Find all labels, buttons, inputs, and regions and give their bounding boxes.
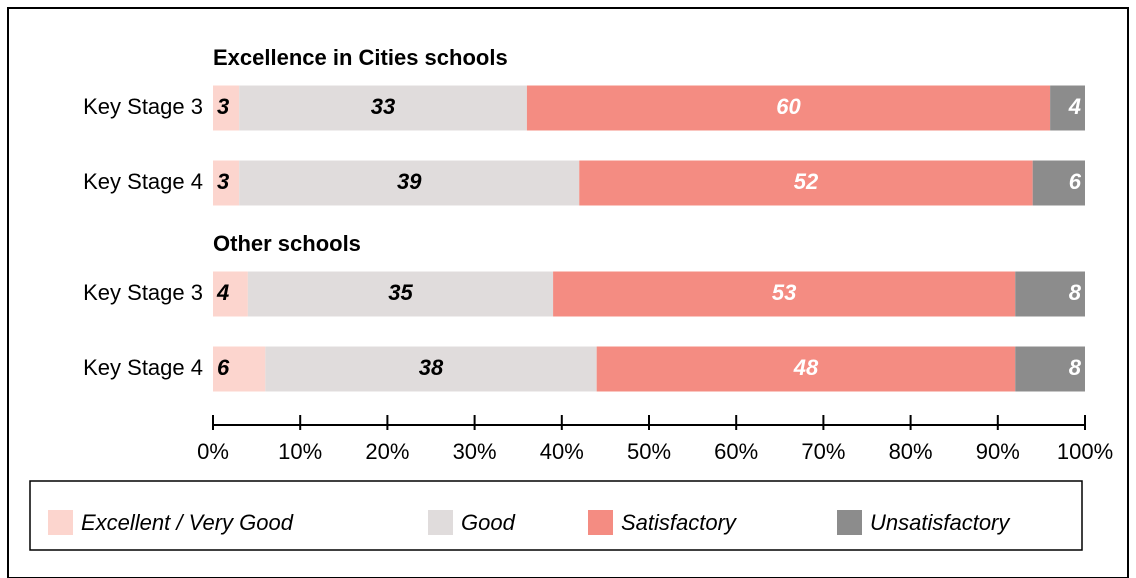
x-tick-label: 0% <box>197 439 229 464</box>
data-label: 3 <box>217 94 229 119</box>
x-tick-label: 70% <box>801 439 845 464</box>
bar-segment <box>1050 85 1085 131</box>
data-label: 3 <box>217 169 229 194</box>
data-label: 48 <box>793 355 819 380</box>
legend-label: Satisfactory <box>621 510 738 535</box>
bar-segment <box>1032 160 1085 206</box>
legend-swatch <box>428 510 453 535</box>
x-tick-label: 60% <box>714 439 758 464</box>
data-label: 39 <box>397 169 422 194</box>
data-label: 6 <box>217 355 230 380</box>
legend-frame <box>29 480 1083 551</box>
x-tick-label: 20% <box>365 439 409 464</box>
bar-segment <box>239 160 580 206</box>
bar-segment <box>213 346 266 392</box>
x-tick-label: 80% <box>889 439 933 464</box>
bar-segment <box>1015 346 1085 392</box>
x-tick-label: 50% <box>627 439 671 464</box>
bar-segment <box>213 160 240 206</box>
data-label: 8 <box>1069 355 1082 380</box>
legend-swatch <box>837 510 862 535</box>
bar-segment <box>265 346 597 392</box>
x-tick-label: 90% <box>976 439 1020 464</box>
data-label: 53 <box>772 280 796 305</box>
legend-label: Excellent / Very Good <box>81 510 294 535</box>
legend-swatch <box>48 510 73 535</box>
data-label: 6 <box>1069 169 1082 194</box>
category-label: Key Stage 3 <box>83 94 203 119</box>
data-label: 52 <box>794 169 819 194</box>
data-label: 4 <box>1068 94 1081 119</box>
group-label: Other schools <box>213 231 361 256</box>
bar-segment <box>596 346 1016 392</box>
bar-segment <box>213 85 240 131</box>
data-label: 60 <box>776 94 801 119</box>
chart-frame <box>7 7 1129 578</box>
x-tick-label: 40% <box>540 439 584 464</box>
x-tick-label: 30% <box>453 439 497 464</box>
legend-label: Good <box>461 510 516 535</box>
x-tick-label: 100% <box>1057 439 1113 464</box>
legend-label: Unsatisfactory <box>870 510 1011 535</box>
legend-swatch <box>588 510 613 535</box>
x-tick-label: 10% <box>278 439 322 464</box>
category-label: Key Stage 4 <box>83 169 203 194</box>
category-label: Key Stage 3 <box>83 280 203 305</box>
category-label: Key Stage 4 <box>83 355 203 380</box>
data-label: 8 <box>1069 280 1082 305</box>
bar-segment <box>247 271 554 317</box>
bar-segment <box>553 271 1016 317</box>
group-label: Excellence in Cities schools <box>213 45 508 70</box>
bar-segment <box>526 85 1051 131</box>
bar-segment <box>213 271 248 317</box>
data-label: 35 <box>388 280 413 305</box>
bar-segment <box>579 160 1033 206</box>
bar-segment <box>239 85 527 131</box>
data-label: 4 <box>216 280 229 305</box>
bar-segment <box>1015 271 1085 317</box>
data-label: 33 <box>371 94 395 119</box>
data-label: 38 <box>419 355 444 380</box>
